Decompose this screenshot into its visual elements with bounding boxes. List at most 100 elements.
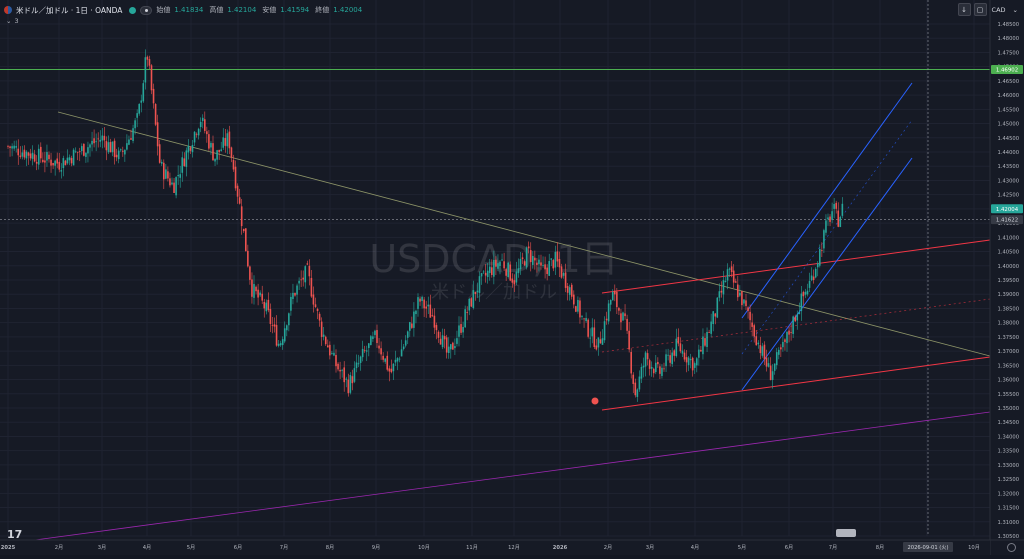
candle-body	[837, 210, 840, 227]
candle-body	[759, 345, 762, 354]
candle-body	[669, 355, 671, 363]
candle-body	[798, 311, 801, 315]
symbol-header: 米ドル／加ドル · 1日 · OANDA 始値 1.41834 高値 1.42104…	[4, 3, 364, 17]
candle-body	[128, 139, 130, 145]
candle-body	[23, 149, 26, 158]
candle-body	[497, 263, 499, 269]
candle-body	[591, 327, 594, 337]
tradingview-logo-icon[interactable]: 17	[7, 528, 23, 541]
candle-body	[427, 304, 430, 307]
candle-body	[616, 291, 618, 308]
candle-body	[378, 345, 380, 349]
y-tick-label: 1.36500	[998, 363, 1019, 369]
crosshair-date-text: 2026-09-01 (火)	[907, 545, 948, 551]
channel-red-upper	[601, 239, 991, 294]
candle-body	[581, 316, 583, 317]
candle-body	[810, 275, 813, 281]
candle-body	[87, 147, 89, 154]
candle-body	[277, 343, 280, 346]
candle-body	[345, 378, 348, 380]
x-tick-label: 2月	[604, 544, 613, 551]
candle-body	[52, 162, 54, 166]
candle-body	[747, 307, 749, 311]
candle-body	[495, 259, 497, 267]
square-icon[interactable]: ▢	[973, 3, 987, 16]
candle-body	[714, 313, 717, 317]
eye-icon[interactable]	[140, 5, 153, 15]
candle-body	[786, 331, 788, 344]
candle-body	[698, 349, 700, 358]
candle-body	[443, 336, 446, 340]
candle-body	[782, 341, 784, 348]
candle-body	[148, 59, 151, 66]
candle-body	[267, 299, 270, 311]
candle-body	[212, 143, 214, 161]
candle-body	[437, 331, 440, 338]
candle-body	[419, 298, 421, 302]
candle-body	[78, 151, 81, 153]
candle-body	[44, 160, 46, 163]
candle-body	[95, 141, 97, 143]
candle-body	[493, 259, 495, 277]
symbol-title[interactable]: 米ドル／加ドル · 1日 · OANDA	[16, 5, 123, 15]
candle-body	[831, 211, 833, 220]
y-tick-label: 1.37000	[998, 349, 1019, 355]
candle-body	[515, 271, 518, 283]
candle-body	[234, 166, 237, 189]
candle-body	[91, 140, 93, 145]
candle-body	[302, 277, 304, 280]
candle-body	[304, 266, 307, 283]
candle-body	[480, 273, 483, 277]
candle-body	[452, 342, 454, 350]
candle-body	[411, 323, 413, 328]
candle-body	[554, 251, 557, 268]
candle-body	[839, 216, 842, 227]
candle-body	[394, 359, 397, 363]
y-tick-label: 1.43000	[998, 178, 1019, 184]
gear-icon[interactable]	[1007, 543, 1016, 552]
candle-body	[230, 147, 233, 158]
candle-body	[288, 313, 290, 326]
candle-body	[796, 314, 799, 321]
candle-body	[583, 318, 585, 320]
candle-body	[573, 294, 575, 305]
candle-body	[195, 133, 198, 135]
candle-body	[396, 358, 399, 362]
candle-body	[700, 349, 702, 352]
x-tick-label: 11月	[466, 544, 478, 551]
candle-body	[208, 134, 210, 149]
candle-body	[109, 142, 112, 153]
candle-body	[488, 266, 491, 273]
currency-selector[interactable]: CAD	[991, 5, 1006, 14]
time-axis	[0, 540, 990, 555]
candle-body	[788, 330, 790, 335]
candle-body	[708, 332, 710, 333]
candle-body	[726, 269, 729, 281]
arrow-down-icon[interactable]: ↓	[957, 3, 971, 16]
candle-body	[730, 266, 733, 273]
candle-body	[402, 346, 405, 350]
candle-body	[536, 262, 538, 265]
indicators-toggle[interactable]: ⌄ 3	[6, 17, 19, 25]
candle-body	[351, 376, 354, 384]
candle-body	[191, 144, 194, 153]
candle-body	[757, 342, 760, 345]
candle-body	[659, 366, 661, 374]
y-tick-label: 1.41000	[998, 235, 1019, 241]
candle-body	[579, 300, 581, 318]
candle-body	[771, 371, 774, 380]
candle-body	[534, 257, 536, 261]
candle-body	[152, 88, 155, 104]
candle-body	[409, 322, 411, 331]
candle-body	[552, 260, 555, 269]
candle-body	[628, 330, 630, 350]
candle-body	[677, 337, 680, 344]
candle-body	[812, 276, 815, 280]
candle-body	[570, 284, 573, 297]
chevron-down-icon[interactable]: ⌄	[1012, 5, 1018, 14]
candle-body	[696, 358, 698, 366]
candle-body	[85, 152, 87, 157]
candle-body	[540, 262, 542, 266]
